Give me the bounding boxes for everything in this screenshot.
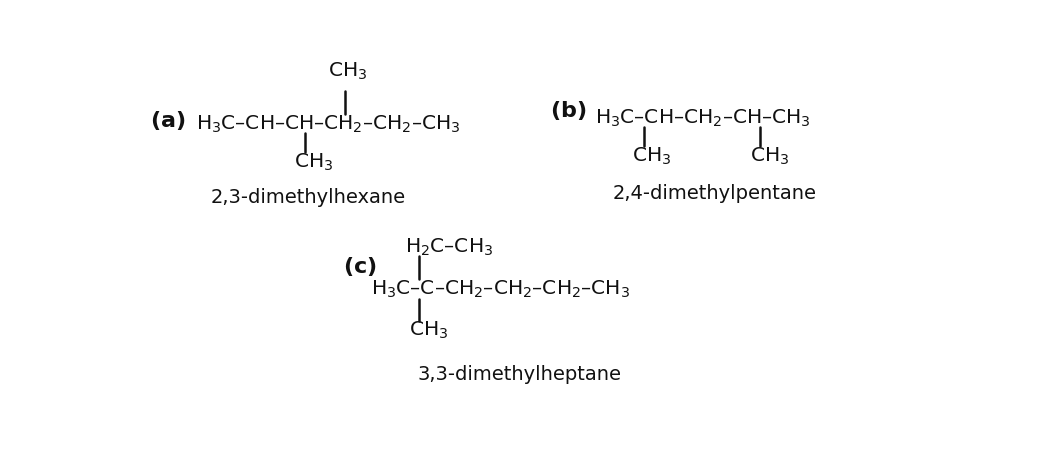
Text: $\mathrm{H_3C}$–CH–CH–$\mathrm{CH_2}$–$\mathrm{CH_2}$–$\mathrm{CH_3}$: $\mathrm{H_3C}$–CH–CH–$\mathrm{CH_2}$–$\…: [196, 113, 460, 134]
Text: 3,3-dimethylheptane: 3,3-dimethylheptane: [418, 364, 622, 383]
Text: $\mathrm{CH_3}$: $\mathrm{CH_3}$: [632, 146, 672, 167]
Text: $\mathbf{(a)}$: $\mathbf{(a)}$: [150, 108, 185, 131]
Text: $\mathrm{H_3C}$–CH–$\mathrm{CH_2}$–CH–$\mathrm{CH_3}$: $\mathrm{H_3C}$–CH–$\mathrm{CH_2}$–CH–$\…: [595, 108, 811, 129]
Text: 2,4-dimethylpentane: 2,4-dimethylpentane: [613, 183, 817, 202]
Text: $\mathrm{H_3C}$–C–$\mathrm{CH_2}$–$\mathrm{CH_2}$–$\mathrm{CH_2}$–$\mathrm{CH_3}: $\mathrm{H_3C}$–C–$\mathrm{CH_2}$–$\math…: [371, 278, 630, 299]
Text: $\mathrm{CH_3}$: $\mathrm{CH_3}$: [749, 146, 788, 167]
Text: $\mathrm{CH_3}$: $\mathrm{CH_3}$: [294, 152, 333, 173]
Text: $\mathrm{CH_3}$: $\mathrm{CH_3}$: [408, 319, 448, 340]
Text: $\mathrm{CH_3}$: $\mathrm{CH_3}$: [328, 61, 367, 82]
Text: 2,3-dimethylhexane: 2,3-dimethylhexane: [210, 187, 405, 206]
Text: $\mathrm{H_2C}$–$\mathrm{CH_3}$: $\mathrm{H_2C}$–$\mathrm{CH_3}$: [405, 236, 493, 258]
Text: $\mathbf{(b)}$: $\mathbf{(b)}$: [550, 99, 586, 122]
Text: $\mathbf{(c)}$: $\mathbf{(c)}$: [344, 254, 377, 278]
